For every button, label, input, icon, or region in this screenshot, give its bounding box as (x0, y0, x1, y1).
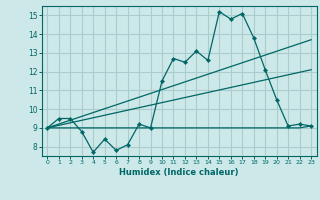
X-axis label: Humidex (Indice chaleur): Humidex (Indice chaleur) (119, 168, 239, 177)
